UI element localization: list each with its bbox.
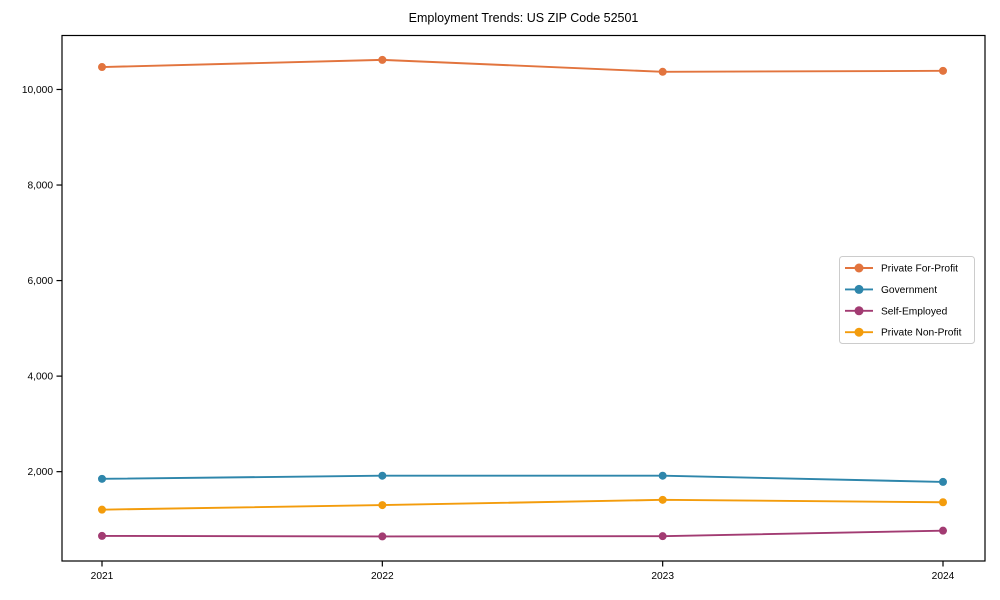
- series-point-private-for-profit-2021: [98, 63, 106, 72]
- x-tick-label: 2022: [371, 571, 394, 582]
- series-point-private-non-profit-2024: [939, 498, 947, 507]
- series-point-government-2024: [939, 477, 947, 486]
- plot-area-border: [61, 34, 986, 562]
- chart-title: Employment Trends: US ZIP Code 52501: [409, 11, 639, 25]
- series-point-government-2022: [378, 471, 387, 480]
- series-line-private-non-profit: [101, 498, 944, 511]
- y-tick-label: 6,000: [28, 276, 54, 287]
- series-point-self-employed-2023: [658, 532, 667, 541]
- series-point-private-for-profit-2024: [939, 66, 947, 75]
- x-tick-label: 2023: [651, 571, 674, 582]
- legend-item-private-for-profit: Private For-Profit: [845, 263, 958, 275]
- legend-item-private-non-profit: Private Non-Profit: [845, 327, 962, 339]
- series-point-self-employed-2024: [939, 526, 947, 535]
- legend: Private For-Profit Government Self-Employe…: [839, 256, 975, 344]
- legend-item-self-employed: Self-Employed: [845, 306, 948, 317]
- legend-item-government: Government: [845, 284, 937, 296]
- series-point-private-non-profit-2022: [378, 501, 387, 510]
- y-tick-label: 2,000: [28, 467, 54, 478]
- series-point-self-employed-2022: [378, 532, 387, 541]
- y-tick-label: 8,000: [28, 181, 54, 192]
- legend-item-label: Private For-Profit: [881, 264, 958, 275]
- legend-marker-icon: [854, 306, 864, 316]
- legend-box: [839, 256, 975, 344]
- series-point-government-2021: [98, 474, 106, 483]
- legend-item-label: Government: [881, 285, 937, 296]
- series-line-government: [101, 474, 944, 483]
- series-point-private-for-profit-2023: [658, 67, 667, 76]
- series-line-self-employed: [101, 529, 944, 538]
- y-tick-label: 4,000: [28, 372, 54, 383]
- legend-marker-icon: [854, 263, 864, 273]
- legend-item-label: Private Non-Profit: [881, 328, 962, 339]
- legend-item-label: Self-Employed: [881, 306, 948, 317]
- y-tick-label: 10,000: [22, 85, 53, 96]
- series-point-private-non-profit-2021: [98, 505, 106, 514]
- series-point-private-for-profit-2022: [378, 55, 387, 64]
- series-line-private-for-profit: [101, 58, 944, 73]
- series-point-private-non-profit-2023: [658, 495, 667, 504]
- x-tick-label: 2021: [91, 571, 114, 582]
- series-point-government-2023: [658, 471, 667, 480]
- legend-marker-icon: [854, 327, 864, 337]
- legend-marker-icon: [854, 284, 864, 294]
- x-tick-label: 2024: [932, 571, 955, 582]
- series-point-self-employed-2021: [98, 531, 106, 540]
